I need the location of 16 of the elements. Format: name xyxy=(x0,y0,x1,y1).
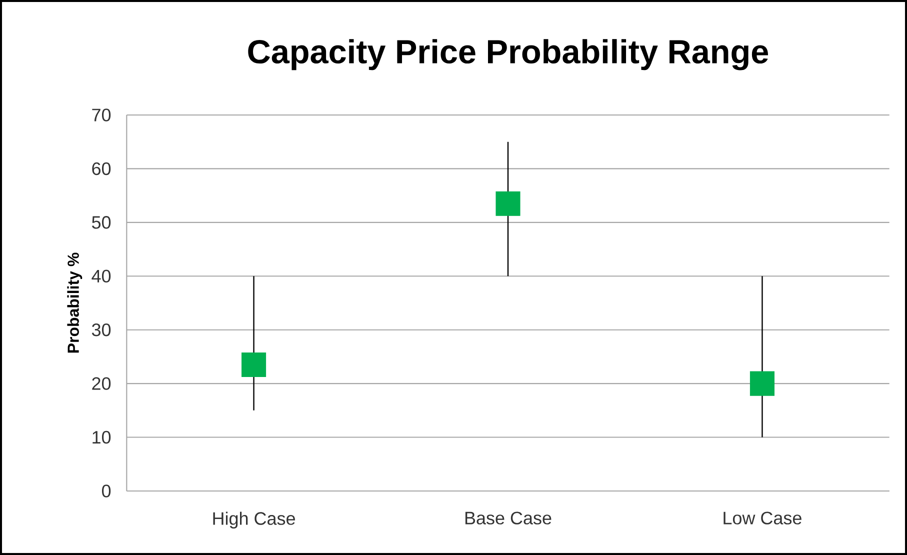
x-tick-label: High Case xyxy=(213,512,295,528)
y-tick-label: 10 xyxy=(92,430,111,444)
point xyxy=(242,352,266,378)
y-tick-label: 50 xyxy=(92,216,111,229)
y-tick-label: 30 xyxy=(92,323,111,336)
chart-title: Capacity Price Probability Range xyxy=(248,39,768,70)
point xyxy=(496,191,520,216)
y-tick-label: 0 xyxy=(102,484,111,498)
x-tick-label: Base Case xyxy=(465,512,552,524)
x-tick-label: Low Case xyxy=(724,512,802,524)
y-tick-label: 60 xyxy=(92,162,111,176)
y-axis-title: Probability % xyxy=(67,252,82,353)
point xyxy=(750,371,774,396)
y-tick-label: 40 xyxy=(92,270,111,282)
y-tick-label: 70 xyxy=(92,108,111,122)
y-tick-label: 20 xyxy=(92,377,111,390)
